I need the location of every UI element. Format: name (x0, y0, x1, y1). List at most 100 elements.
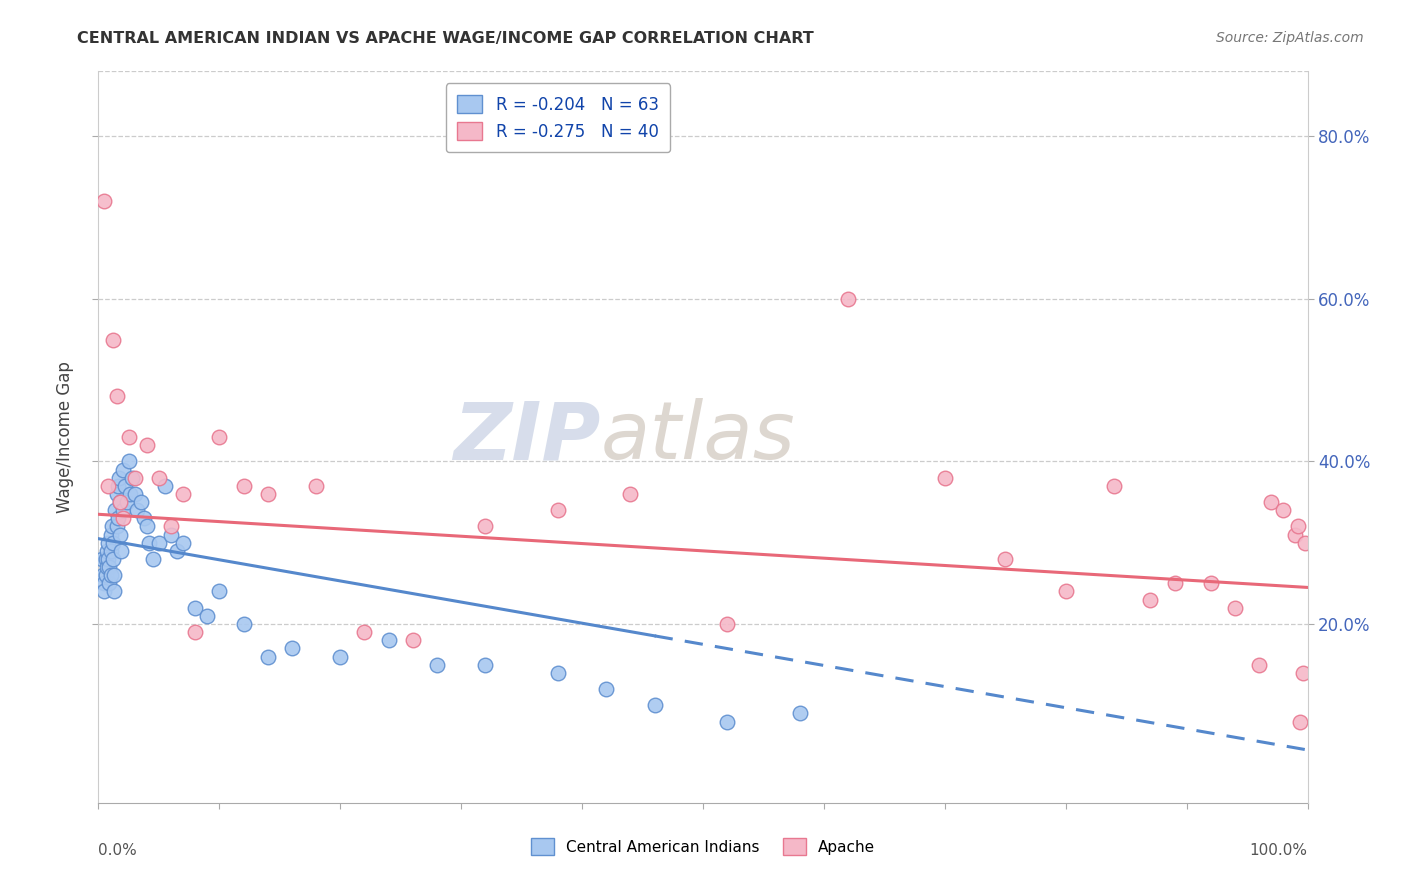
Point (281, 641, 304, 656)
Point (474, 519, 496, 533)
Point (100, 568, 122, 582)
Text: 100.0%: 100.0% (1250, 843, 1308, 858)
Point (547, 665, 569, 680)
Point (716, 714, 738, 729)
Point (1223, 600, 1246, 615)
Point (1284, 527, 1306, 541)
Point (142, 552, 165, 566)
Point (97, 479, 120, 493)
Point (160, 527, 183, 541)
Point (101, 535, 124, 549)
Point (97, 552, 120, 566)
Point (104, 503, 127, 517)
Point (107, 479, 129, 493)
Point (91, 568, 114, 582)
Point (100, 527, 122, 541)
Text: Source: ZipAtlas.com: Source: ZipAtlas.com (1216, 31, 1364, 45)
Point (305, 479, 328, 493)
Point (547, 503, 569, 517)
Point (329, 649, 352, 664)
Point (124, 471, 146, 485)
Point (595, 681, 617, 696)
Point (93, 194, 115, 209)
Point (135, 438, 157, 452)
Point (1102, 479, 1125, 493)
Point (118, 487, 141, 501)
Point (98, 576, 121, 591)
Point (121, 471, 143, 485)
Point (1249, 657, 1271, 672)
Point (184, 625, 207, 640)
Point (148, 471, 170, 485)
Point (108, 527, 131, 541)
Point (402, 633, 425, 648)
Point (96, 560, 118, 574)
Text: CENTRAL AMERICAN INDIAN VS APACHE WAGE/INCOME GAP CORRELATION CHART: CENTRAL AMERICAN INDIAN VS APACHE WAGE/I… (77, 31, 814, 46)
Y-axis label: Wage/Income Gap: Wage/Income Gap (56, 361, 75, 513)
Point (111, 462, 134, 476)
Point (93, 576, 115, 591)
Point (101, 552, 124, 566)
Point (117, 495, 139, 509)
Point (148, 535, 170, 549)
Point (108, 495, 131, 509)
Point (172, 487, 194, 501)
Point (103, 568, 125, 582)
Point (103, 584, 125, 599)
Point (98, 560, 121, 574)
Point (105, 389, 128, 403)
Point (1260, 495, 1282, 509)
Point (474, 657, 496, 672)
Point (127, 503, 149, 517)
Point (129, 495, 152, 509)
Point (91, 552, 114, 566)
Point (1199, 576, 1222, 591)
Point (208, 584, 231, 599)
Point (114, 479, 136, 493)
Point (619, 487, 641, 501)
Point (184, 600, 207, 615)
Point (934, 471, 956, 485)
Point (1139, 592, 1161, 607)
Point (377, 633, 399, 648)
Point (135, 519, 157, 533)
Point (153, 479, 176, 493)
Point (208, 430, 231, 444)
Point (716, 617, 738, 632)
Point (97, 535, 120, 549)
Point (108, 495, 131, 509)
Point (837, 292, 859, 306)
Point (94, 552, 117, 566)
Point (124, 487, 146, 501)
Point (101, 333, 124, 347)
Point (994, 552, 1017, 566)
Point (256, 487, 278, 501)
Point (644, 698, 666, 713)
Point (1163, 576, 1185, 591)
Point (110, 544, 132, 558)
Point (105, 487, 128, 501)
Point (107, 511, 129, 525)
Point (232, 617, 254, 632)
Point (100, 519, 122, 533)
Point (426, 657, 449, 672)
Point (105, 519, 128, 533)
Point (172, 535, 194, 549)
Text: 0.0%: 0.0% (98, 843, 138, 858)
Point (1289, 714, 1312, 729)
Point (1286, 519, 1309, 533)
Point (111, 503, 134, 517)
Point (1054, 584, 1077, 599)
Point (94, 568, 117, 582)
Point (166, 544, 188, 558)
Point (111, 511, 134, 525)
Text: atlas: atlas (600, 398, 794, 476)
Legend: Central American Indians, Apache: Central American Indians, Apache (524, 832, 882, 861)
Point (195, 608, 218, 623)
Point (353, 625, 375, 640)
Point (138, 535, 160, 549)
Point (232, 479, 254, 493)
Point (160, 519, 183, 533)
Point (789, 706, 811, 721)
Point (93, 584, 115, 599)
